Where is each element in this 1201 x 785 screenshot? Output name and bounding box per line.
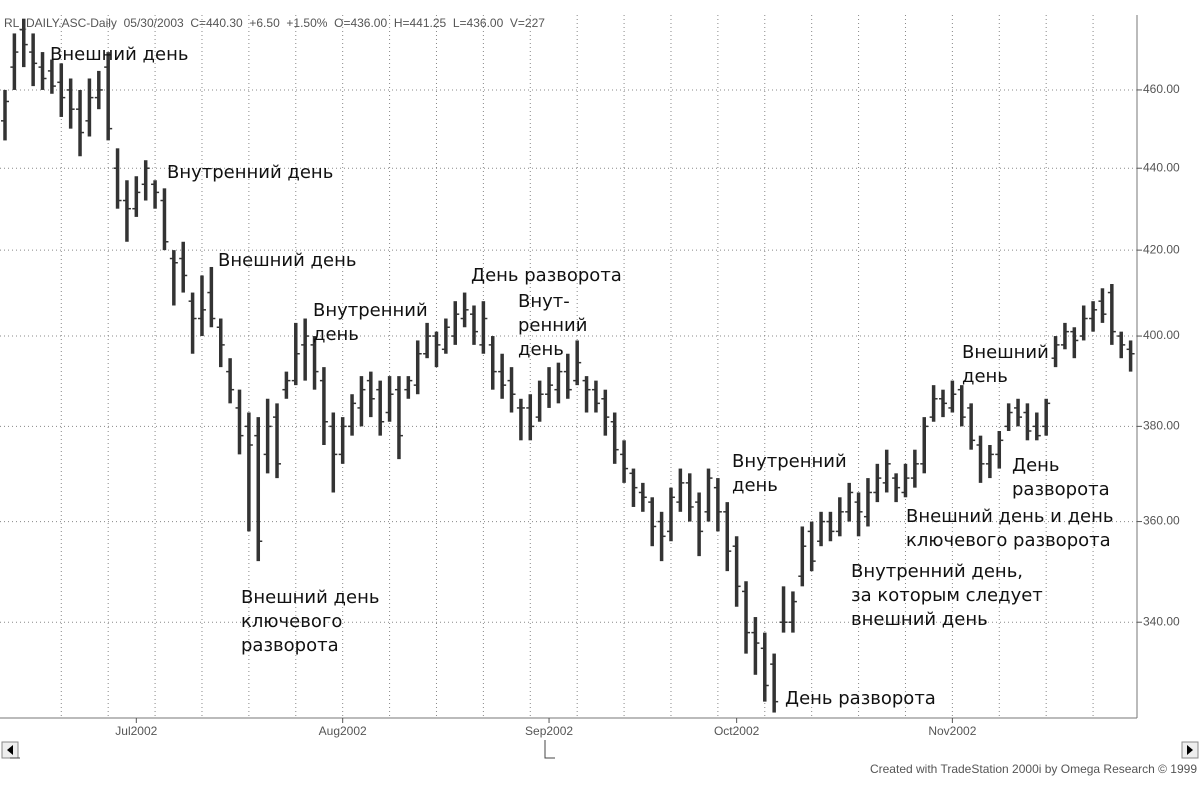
annotation: День разворота: [471, 265, 622, 286]
annotation: ренний: [518, 315, 587, 336]
y-tick-label: 440.00: [1143, 160, 1180, 174]
annotation: День разворота: [785, 688, 936, 709]
annotation: ключевого разворота: [906, 530, 1111, 551]
y-tick-label: 460.00: [1143, 82, 1180, 96]
x-tick-label: Jul2002: [115, 724, 157, 738]
scroll-thumb: [10, 740, 555, 759]
annotation: разворота: [241, 635, 339, 656]
x-tick-label: Oct2002: [714, 724, 760, 738]
scroll-right-arrow: [1187, 745, 1193, 755]
annotation: Внутренний: [732, 451, 847, 472]
y-tick-label: 360.00: [1143, 514, 1180, 528]
annotation: Внутренний день,: [851, 561, 1023, 582]
annotation: Внешний день: [241, 587, 379, 608]
annotation: Внешний: [962, 342, 1049, 363]
x-tick-label: Nov2002: [928, 724, 976, 738]
y-tick-label: 420.00: [1143, 242, 1180, 256]
y-tick-label: 380.00: [1143, 419, 1180, 433]
annotation: день: [732, 475, 778, 496]
y-tick-label: 340.00: [1143, 614, 1180, 628]
footer: Created with TradeStation 2000i by Omega…: [870, 762, 1197, 776]
annotation: день: [313, 324, 359, 345]
y-tick-label: 400.00: [1143, 328, 1180, 342]
annotation: разворота: [1012, 479, 1110, 500]
annotation: Внутренний день: [167, 162, 333, 183]
annotation: ключевого: [241, 611, 342, 632]
x-tick-label: Aug2002: [319, 724, 367, 738]
annotation: день: [518, 339, 564, 360]
chart-header: RL_DAILY.ASC-Daily 05/30/2003 C=440.30 +…: [4, 16, 545, 30]
annotation: Внут-: [518, 291, 570, 312]
x-tick-label: Sep2002: [525, 724, 573, 738]
scroll-left-arrow: [7, 745, 13, 755]
annotation: за которым следует: [851, 585, 1043, 606]
annotation: внешний день: [851, 609, 988, 630]
annotation: Внутренний: [313, 300, 428, 321]
annotation: Внешний день: [218, 250, 356, 271]
annotation: Внешний день: [50, 44, 188, 65]
annotation: день: [962, 366, 1008, 387]
annotation: День: [1012, 455, 1060, 476]
annotation: Внешний день и день: [906, 506, 1113, 527]
